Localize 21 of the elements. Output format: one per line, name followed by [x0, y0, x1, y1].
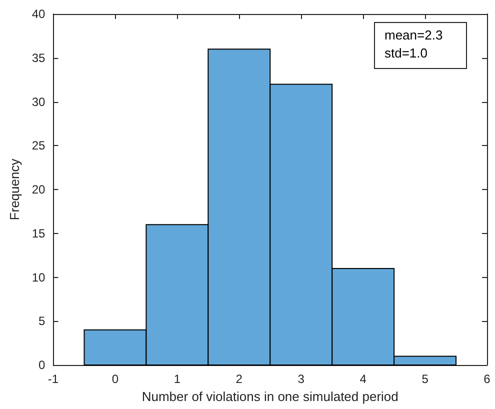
x-tick-label: 0: [112, 372, 119, 386]
y-tick-label: 10: [32, 270, 46, 284]
y-axis-title: Frequency: [7, 158, 22, 220]
y-tick-label: 5: [38, 314, 46, 328]
y-tick-label: 25: [32, 138, 46, 153]
y-tick-label: 15: [32, 226, 46, 240]
y-tick-label: 40: [32, 7, 46, 21]
x-tick-label: 4: [360, 372, 367, 386]
x-tick-label: 2: [236, 372, 243, 386]
y-tick-label: 30: [32, 94, 46, 109]
y-tick-label: 20: [32, 182, 46, 196]
x-tick-label: -1: [48, 372, 59, 386]
x-tick-label: 1: [174, 372, 181, 386]
y-tick-label: 0: [38, 358, 46, 372]
x-axis-title: Number of violations in one simulated period: [142, 388, 398, 404]
annotation: std=1.0: [384, 46, 428, 60]
x-tick-label: 6: [484, 372, 491, 386]
x-tick-label: 3: [298, 372, 305, 386]
annotation: mean=2.3: [384, 28, 443, 42]
x-tick-label: 5: [422, 372, 429, 386]
y-tick-label: 35: [32, 50, 46, 65]
